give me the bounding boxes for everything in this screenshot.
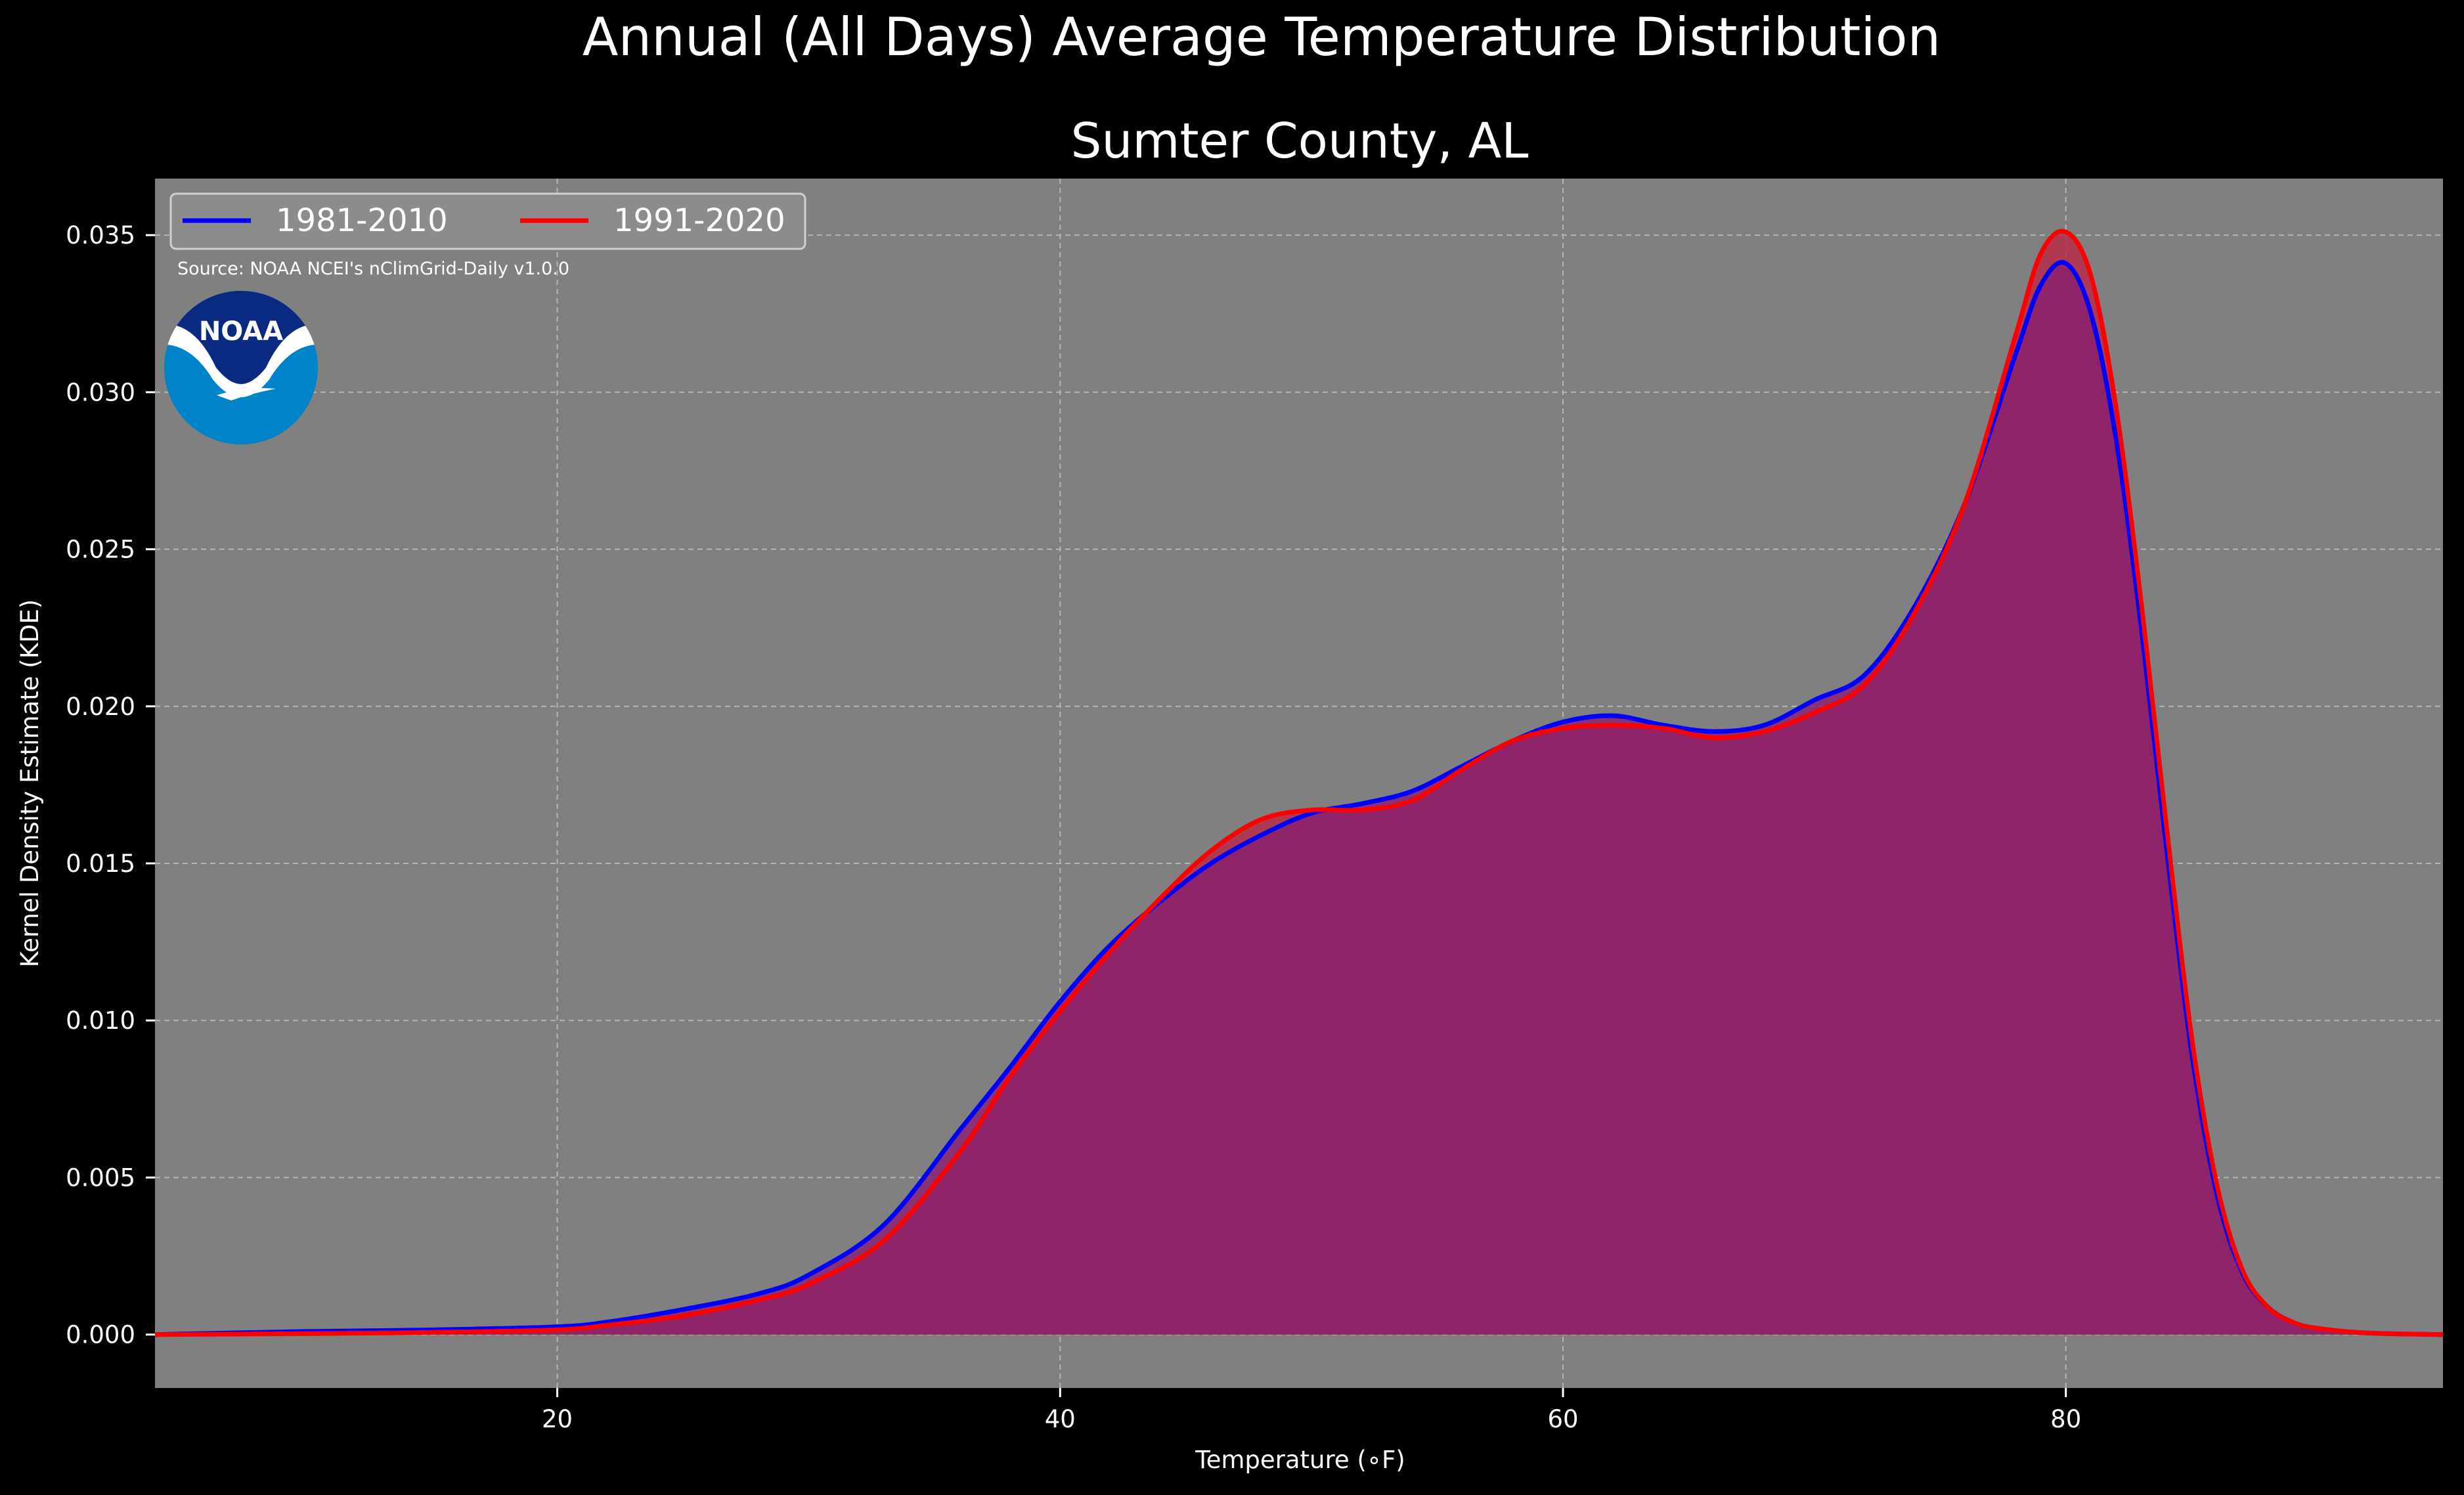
- noaa-logo-bird-tail: [217, 388, 276, 401]
- y-tick-label: 0.000: [66, 1321, 135, 1349]
- noaa-logo: NOAA: [164, 291, 318, 444]
- axis-ticks: 20 40 60 80 0.000 0.005 0.010 0.015 0.020 0.025 0.…: [66, 221, 2081, 1433]
- legend-label-1991-2020: 1991-2020: [613, 202, 785, 239]
- y-tick-label: 0.005: [66, 1163, 135, 1192]
- legend-label-1981-2010: 1981-2010: [276, 202, 448, 239]
- x-axis-label: Temperature (∘F): [1195, 1446, 1405, 1474]
- x-tick-label: 60: [1547, 1405, 1578, 1433]
- y-tick-label: 0.035: [66, 221, 135, 249]
- noaa-logo-text: NOAA: [199, 316, 283, 347]
- area-fill-1981-2010: [155, 262, 2443, 1335]
- x-tick-label: 20: [542, 1405, 573, 1433]
- y-axis-label: Kernel Density Estimate (KDE): [16, 599, 44, 968]
- axes-title: Sumter County, AL: [1071, 113, 1529, 169]
- noaa-logo-sky: [164, 291, 318, 384]
- series-line-1991-2020: [154, 228, 2444, 1337]
- legend-box: [169, 192, 806, 250]
- data-series: [154, 228, 2444, 1337]
- figure-suptitle: Annual (All Days) Average Temperature Di…: [583, 7, 1941, 68]
- y-tick-label: 0.015: [66, 850, 135, 878]
- legend: 1981-2010 1991-2020: [169, 192, 806, 250]
- y-tick-label: 0.030: [66, 378, 135, 406]
- series-line-1981-2010: [154, 260, 2444, 1337]
- x-tick-label: 80: [2050, 1405, 2081, 1433]
- source-note: Source: NOAA NCEI's nClimGrid-Daily v1.0…: [177, 259, 569, 279]
- noaa-logo-bird: [164, 324, 318, 397]
- y-tick-label: 0.020: [66, 693, 135, 721]
- x-tick-label: 40: [1045, 1405, 1076, 1433]
- y-tick-label: 0.025: [66, 536, 135, 564]
- y-tick-label: 0.010: [66, 1007, 135, 1035]
